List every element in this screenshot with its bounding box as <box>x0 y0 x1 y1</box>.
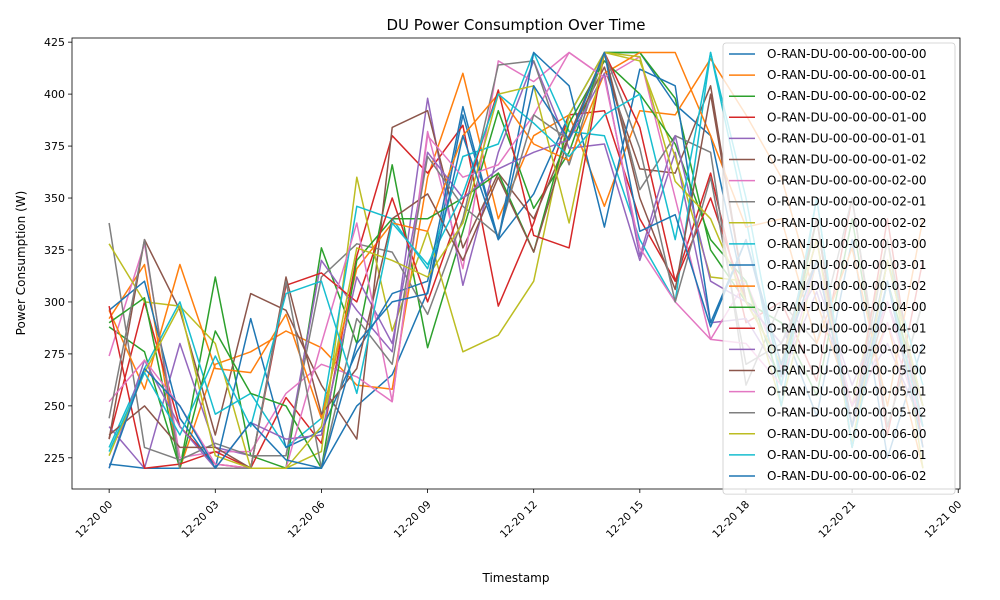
y-tick-label: 225 <box>44 452 65 465</box>
legend-label: O-RAN-DU-00-00-00-01-02 <box>767 153 927 167</box>
legend-label: O-RAN-DU-00-00-00-02-01 <box>767 195 927 209</box>
y-tick-label: 350 <box>44 192 65 205</box>
legend-label: O-RAN-DU-00-00-00-01-01 <box>767 131 927 145</box>
legend-label: O-RAN-DU-00-00-00-03-02 <box>767 279 927 293</box>
legend-label: O-RAN-DU-00-00-00-06-02 <box>767 469 927 483</box>
legend-label: O-RAN-DU-00-00-00-03-00 <box>767 237 927 251</box>
legend-label: O-RAN-DU-00-00-00-04-00 <box>767 300 927 314</box>
x-tick-label: 12-20 18 <box>710 499 752 541</box>
legend-label: O-RAN-DU-00-00-00-04-02 <box>767 342 927 356</box>
legend: O-RAN-DU-00-00-00-00-00 O-RAN-DU-00-00-00… <box>722 42 956 495</box>
x-axis: 12-20 00 12-20 03 12-20 06 12-20 09 12-20 12… <box>73 489 964 541</box>
y-tick-label: 400 <box>44 88 65 101</box>
y-axis-label: Power Consumption (W) <box>14 191 28 336</box>
legend-label: O-RAN-DU-00-00-00-02-02 <box>767 216 927 230</box>
y-tick-label: 425 <box>44 36 65 49</box>
y-tick-label: 375 <box>44 140 65 153</box>
x-tick-label: 12-21 00 <box>922 499 964 541</box>
chart-title: DU Power Consumption Over Time <box>386 16 645 34</box>
legend-label: O-RAN-DU-00-00-00-06-01 <box>767 448 927 462</box>
x-tick-label: 12-20 09 <box>392 499 434 541</box>
legend-label: O-RAN-DU-00-00-00-03-01 <box>767 258 927 272</box>
y-axis: 225 250 275 300 325 350 375 400 425 <box>44 36 72 465</box>
legend-label: O-RAN-DU-00-00-00-06-00 <box>767 427 927 441</box>
legend-label: O-RAN-DU-00-00-00-00-02 <box>767 89 927 103</box>
y-tick-label: 275 <box>44 348 65 361</box>
x-tick-label: 12-20 15 <box>604 499 646 541</box>
legend-label: O-RAN-DU-00-00-00-04-01 <box>767 321 927 335</box>
x-tick-label: 12-20 03 <box>180 499 222 541</box>
y-tick-label: 300 <box>44 296 65 309</box>
legend-label: O-RAN-DU-00-00-00-05-01 <box>767 385 927 399</box>
plot-frame <box>71 37 961 490</box>
x-tick-label: 12-20 12 <box>498 499 540 541</box>
legend-label: O-RAN-DU-00-00-00-00-00 <box>767 47 927 61</box>
legend-label: O-RAN-DU-00-00-00-01-00 <box>767 110 927 124</box>
y-tick-label: 250 <box>44 400 65 413</box>
x-tick-label: 12-20 00 <box>73 499 115 541</box>
legend-label: O-RAN-DU-00-00-00-05-02 <box>767 406 927 420</box>
x-tick-label: 12-20 21 <box>816 499 858 541</box>
legend-label: O-RAN-DU-00-00-00-02-00 <box>767 174 927 188</box>
legend-box <box>722 42 956 495</box>
y-tick-label: 325 <box>44 244 65 257</box>
legend-label: O-RAN-DU-00-00-00-05-00 <box>767 364 927 378</box>
legend-label: O-RAN-DU-00-00-00-00-01 <box>767 68 927 82</box>
x-tick-label: 12-20 06 <box>286 498 328 540</box>
x-axis-label: Timestamp <box>482 571 550 585</box>
